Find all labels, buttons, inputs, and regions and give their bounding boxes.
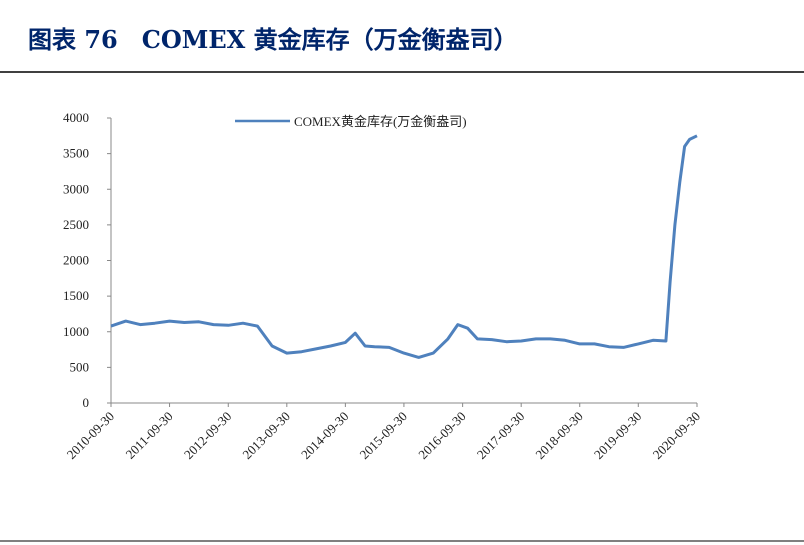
x-tick-label: 2019-09-30 [591,409,645,463]
x-tick-label: 2015-09-30 [357,409,411,463]
y-tick-label: 0 [83,395,90,410]
y-tick-label: 1000 [63,324,89,339]
y-tick-label: 3500 [63,146,89,161]
x-tick-label: 2020-09-30 [650,409,704,463]
y-tick-label: 1500 [63,288,89,303]
y-tick-label: 4000 [63,110,89,125]
data-line [110,134,698,359]
x-tick-label: 2011-09-30 [123,409,176,462]
x-tick-label: 2014-09-30 [298,409,352,463]
y-tick-label: 2000 [63,253,89,268]
y-tick-label: 500 [70,359,90,374]
y-tick-label: 3000 [63,181,89,196]
x-tick-label: 2016-09-30 [415,409,469,463]
legend-label: COMEX黄金库存(万金衡盎司) [294,114,467,129]
x-tick-label: 2010-09-30 [64,409,118,463]
x-tick-label: 2012-09-30 [181,409,235,463]
x-tick-label: 2018-09-30 [532,409,586,463]
chart-title: 图表 76 COMEX 黄金库存（万金衡盎司） [28,25,518,54]
x-tick-label: 2013-09-30 [239,409,293,463]
y-tick-label: 2500 [63,217,89,232]
x-tick-label: 2017-09-30 [474,409,528,463]
